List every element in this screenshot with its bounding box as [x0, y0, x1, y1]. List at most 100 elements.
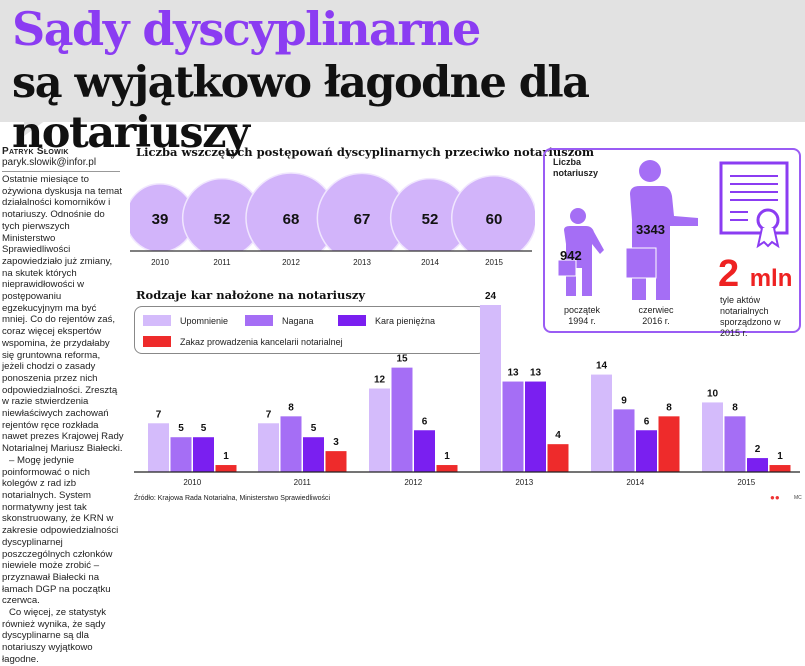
source-note: Źródło: Krajowa Rada Notarialna, Ministe…: [134, 495, 331, 502]
bar-value-label: 9: [621, 395, 627, 406]
bar-value-label: 5: [201, 423, 207, 434]
legend-swatch: [338, 315, 366, 326]
bar-2014-2: [636, 430, 657, 472]
author-email[interactable]: paryk.slowik@infor.pl: [2, 157, 97, 168]
credit: MC: [794, 495, 802, 501]
bar-2013-1: [502, 381, 524, 472]
certificate-icon: [719, 161, 789, 249]
bar-2014-1: [613, 409, 635, 472]
bar-2011-0: [258, 423, 279, 472]
bar-value-label: 14: [596, 361, 608, 372]
bar-value-label: 6: [422, 416, 428, 427]
x-tick-label: 2010: [183, 478, 201, 487]
title-line-2: są wyjątkowo łagodne dla notariuszy: [12, 58, 590, 158]
paragraph: Ostatnie miesiące to ożywiona dyskusja n…: [2, 174, 124, 455]
bubble-chart-title: Liczba wszczętych postępowań dyscyplinar…: [136, 145, 595, 159]
legend-item: Upomnienie: [143, 315, 228, 326]
bar-2012-2: [414, 430, 435, 472]
acts-value: 2: [718, 253, 740, 295]
bubble-value-label: 67: [354, 211, 371, 228]
bar-2010-0: [148, 423, 169, 472]
person-small-icon: [557, 208, 604, 296]
bubble-value-label: 39: [152, 211, 169, 228]
person-large-icon: [626, 160, 698, 300]
bar-2012-0: [369, 388, 390, 472]
bubble-value-label: 52: [214, 211, 231, 228]
notaries-panel: [543, 148, 801, 333]
legend: Upomnienie Nagana Kara pieniężna Zakaz p…: [134, 306, 486, 354]
legend-item: Zakaz prowadzenia kancelarii notarialnej: [143, 336, 343, 347]
bubble-2015: [450, 174, 535, 251]
bar-chart-title: Rodzaje kar nałożone na notariuszy: [136, 288, 366, 302]
bar-value-label: 5: [178, 423, 184, 434]
bar-2010-1: [170, 437, 192, 472]
bar-2015-1: [724, 416, 746, 472]
bar-2015-2: [747, 458, 768, 472]
legend-item: Nagana: [245, 315, 314, 326]
bar-value-label: 1: [444, 451, 450, 462]
x-tick-label: 2014: [626, 478, 644, 487]
speech-bubble-tail: [24, 120, 46, 136]
paragraph: Co więcej, ze statystyk również wynika, …: [2, 607, 107, 665]
bar-value-label: 10: [707, 388, 719, 399]
bar-value-label: 8: [666, 402, 672, 413]
bar-2010-3: [215, 465, 237, 472]
bar-2011-1: [280, 416, 302, 472]
x-tick-label: 2012: [282, 258, 300, 267]
bubble-value-label: 60: [486, 211, 503, 228]
bar-value-label: 4: [555, 430, 561, 441]
bar-value-label: 1: [223, 451, 229, 462]
notaries-2016-value: 3343: [636, 222, 665, 237]
bar-2013-3: [547, 444, 569, 472]
notaries-title: Liczba notariuszy: [553, 157, 599, 178]
acts-figure: 2 mln: [718, 253, 792, 296]
author-name: Patryk Słowik: [2, 146, 69, 157]
bar-value-label: 5: [311, 423, 317, 434]
x-tick-label: 2010: [151, 258, 169, 267]
bar-2013-0: [480, 305, 501, 472]
bar-2013-2: [525, 381, 546, 472]
x-tick-label: 2015: [737, 478, 755, 487]
bar-2011-3: [325, 451, 347, 472]
bar-2012-3: [436, 465, 458, 472]
bar-value-label: 13: [530, 368, 542, 379]
bar-value-label: 1: [777, 451, 783, 462]
bar-value-label: 8: [288, 402, 294, 413]
x-tick-label: 2013: [515, 478, 533, 487]
publisher-logo: ●●: [770, 493, 780, 502]
bar-value-label: 3: [333, 437, 339, 448]
title-line-1: Sądy dyscyplinarne: [12, 2, 481, 56]
article-body: Ostatnie miesiące to ożywiona dyskusja n…: [2, 174, 124, 666]
legend-label: Nagana: [282, 315, 314, 326]
bar-value-label: 13: [507, 368, 519, 379]
bar-2011-2: [303, 437, 324, 472]
legend-label: Kara pieniężna: [375, 315, 436, 326]
acts-label: tyle aktów notarialnych sporządzono w 20…: [720, 295, 781, 338]
notaries-1994-label: początek 1994 r.: [563, 305, 601, 326]
bar-value-label: 7: [266, 409, 272, 420]
paragraph: – Mogę jedynie poinformować o nich koleg…: [2, 454, 119, 607]
notaries-1994-value: 942: [560, 248, 582, 263]
bar-value-label: 2: [755, 444, 761, 455]
bar-2014-3: [658, 416, 680, 472]
x-tick-label: 2013: [353, 258, 371, 267]
bubble-value-label: 68: [283, 211, 300, 228]
bubble-chart: 39 2010 52 2011 68 2012 67 2013 52 2014 60 2015: [130, 172, 535, 267]
bar-value-label: 24: [485, 291, 497, 302]
acts-unit: mln: [749, 265, 793, 292]
divider: [2, 171, 120, 172]
legend-item: Kara pieniężna: [338, 315, 435, 326]
x-tick-label: 2011: [213, 258, 231, 267]
legend-label: Zakaz prowadzenia kancelarii notarialnej: [180, 336, 343, 347]
legend-label: Upomnienie: [180, 315, 229, 326]
bar-value-label: 8: [732, 402, 738, 413]
bar-value-label: 12: [374, 375, 386, 386]
header-band: [0, 0, 805, 122]
x-tick-label: 2015: [485, 258, 503, 267]
bar-2015-0: [702, 402, 723, 472]
bar-2015-3: [769, 465, 791, 472]
legend-swatch: [143, 336, 171, 347]
legend-swatch: [245, 315, 273, 326]
bar-value-label: 15: [396, 354, 408, 365]
